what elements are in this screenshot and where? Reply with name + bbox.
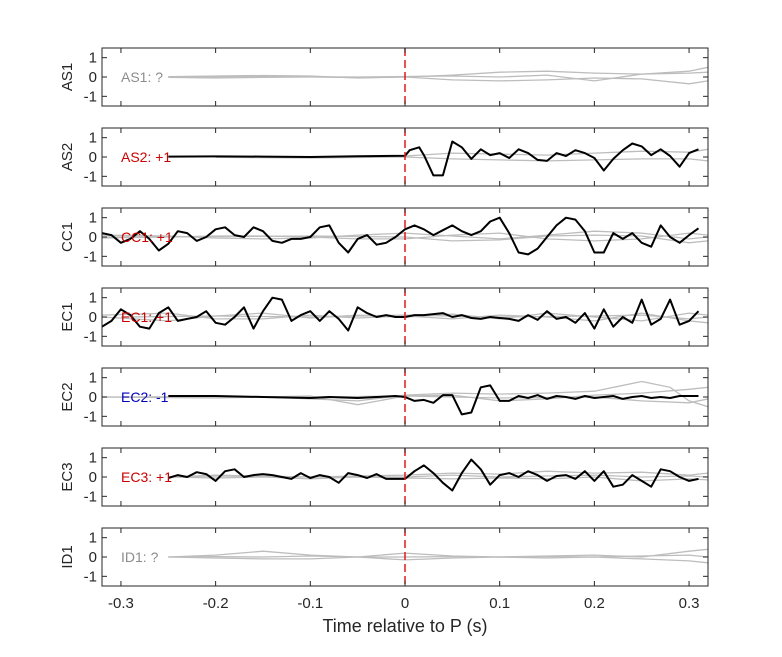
polarity-label: EC3: +1 <box>121 469 172 485</box>
x-tick-label: 0 <box>401 595 409 612</box>
y-tick-label: 1 <box>89 50 97 67</box>
y-axis-label: CC1 <box>59 222 76 252</box>
y-axis-label: EC2 <box>59 382 76 411</box>
polarity-label: ID1: ? <box>121 549 159 565</box>
y-tick-label: -1 <box>84 408 97 425</box>
reference-trace-2 <box>168 556 708 564</box>
polarity-label: AS1: ? <box>121 69 163 85</box>
y-tick-label: 0 <box>89 469 97 486</box>
panel-id1: -1 0 1 ID1 ID1: ? <box>59 527 709 587</box>
y-tick-label: 0 <box>89 309 97 326</box>
polarity-label: EC1: +1 <box>121 309 172 325</box>
y-tick-label: 1 <box>89 370 97 387</box>
reference-trace-2 <box>102 312 708 324</box>
polarity-label: EC2: -1 <box>121 389 169 405</box>
reference-trace-1 <box>102 230 708 240</box>
reference-trace-2 <box>168 76 708 85</box>
y-tick-label: 0 <box>89 149 97 166</box>
y-tick-label: 1 <box>89 450 97 467</box>
panel-as1: -1 0 1 AS1 AS1: ? <box>59 47 709 107</box>
reference-trace-2 <box>215 156 708 162</box>
polarity-label: CC1: +1 <box>121 229 173 245</box>
reference-trace-3 <box>102 234 708 244</box>
y-tick-label: 1 <box>89 530 97 547</box>
panel-ec2: -1 0 1 EC2 EC2: -1 <box>59 367 709 427</box>
reference-trace-3 <box>168 66 708 82</box>
x-tick-label: -0.3 <box>108 595 134 612</box>
x-tick-label: -0.2 <box>203 595 229 612</box>
panels-group: -1 0 1 AS1 AS1: ? -1 0 1 AS2 AS2: +1 -1 0 1 CC1 CC1: +… <box>59 47 709 587</box>
x-tick-label: -0.1 <box>297 595 323 612</box>
panel-ec3: -1 0 1 EC3 EC3: +1 <box>59 447 709 507</box>
y-axis-label: ID1 <box>59 545 76 568</box>
y-axis-label: AS1 <box>59 63 76 91</box>
x-tick-label: 0.1 <box>489 595 510 612</box>
polarity-label: AS2: +1 <box>121 149 171 165</box>
y-tick-label: 1 <box>89 290 97 307</box>
reference-trace-3 <box>168 554 708 558</box>
y-tick-label: -1 <box>84 488 97 505</box>
x-axis: -0.3 -0.2 -0.1 0 0.1 0.2 0.3 <box>108 595 699 612</box>
panel-cc1: -1 0 1 CC1 CC1: +1 <box>59 207 709 267</box>
panel-as2: -1 0 1 AS2 AS2: +1 <box>59 127 709 187</box>
waveform-trace <box>102 216 700 256</box>
y-tick-label: -1 <box>84 328 97 345</box>
y-tick-label: -1 <box>84 88 97 105</box>
y-tick-label: 0 <box>89 69 97 86</box>
y-tick-label: 0 <box>89 549 97 566</box>
waveform-trace <box>168 384 699 416</box>
y-axis-label: EC3 <box>59 462 76 491</box>
y-tick-label: -1 <box>84 248 97 265</box>
y-tick-label: 1 <box>89 210 97 227</box>
waveform-trace <box>168 458 699 492</box>
y-axis-label: EC1 <box>59 302 76 331</box>
y-tick-label: -1 <box>84 568 97 585</box>
x-tick-label: 0.2 <box>584 595 605 612</box>
y-axis-label: AS2 <box>59 143 76 171</box>
panel-ec1: -1 0 1 EC1 EC1: +1 <box>59 287 709 347</box>
waveform-trace <box>168 140 699 177</box>
y-tick-label: 0 <box>89 229 97 246</box>
y-tick-label: 0 <box>89 389 97 406</box>
waveform-trace <box>102 296 700 332</box>
y-tick-label: -1 <box>84 168 97 185</box>
y-tick-label: 1 <box>89 130 97 147</box>
x-tick-label: 0.3 <box>679 595 700 612</box>
x-axis-label: Time relative to P (s) <box>322 616 487 636</box>
